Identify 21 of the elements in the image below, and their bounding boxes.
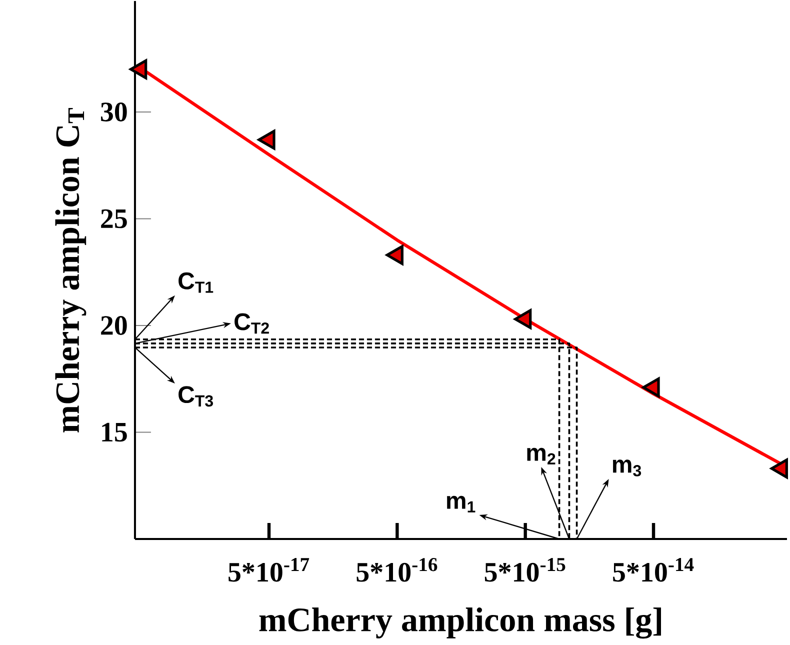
x-tick-label: 5*10$^{-17}$ bbox=[228, 558, 310, 582]
y-tick-label: 30 bbox=[100, 102, 127, 122]
x-tick-label: 5*10$^{-14}$ bbox=[613, 558, 694, 582]
x-tick-label: 5*10$^{-16}$ bbox=[356, 558, 438, 582]
y-tick-label: 15 bbox=[102, 422, 127, 442]
x-axis-title: mCherry amplicon mass [g] bbox=[259, 607, 661, 638]
annotation: m$_{3}$ bbox=[612, 460, 642, 476]
annotation: m$_{2}$ bbox=[527, 448, 556, 464]
annotation: C$_{T3}$ bbox=[178, 386, 213, 407]
y-axis-title: mCherry amplicon C$_{T}$ bbox=[55, 108, 86, 432]
x-tick-label: 5*10$^{-15}$ bbox=[484, 558, 566, 582]
point bbox=[130, 59, 148, 80]
point bbox=[514, 309, 532, 329]
point bbox=[258, 130, 276, 150]
point bbox=[642, 377, 660, 398]
annotation: m$_{1}$ bbox=[447, 496, 476, 512]
y-tick-label: 25 bbox=[101, 209, 127, 228]
y-tick-label: 20 bbox=[101, 316, 127, 335]
annotation: C$_{T1}$ bbox=[178, 272, 214, 293]
annotation: C$_{T2}$ bbox=[234, 313, 269, 334]
point bbox=[386, 244, 404, 265]
